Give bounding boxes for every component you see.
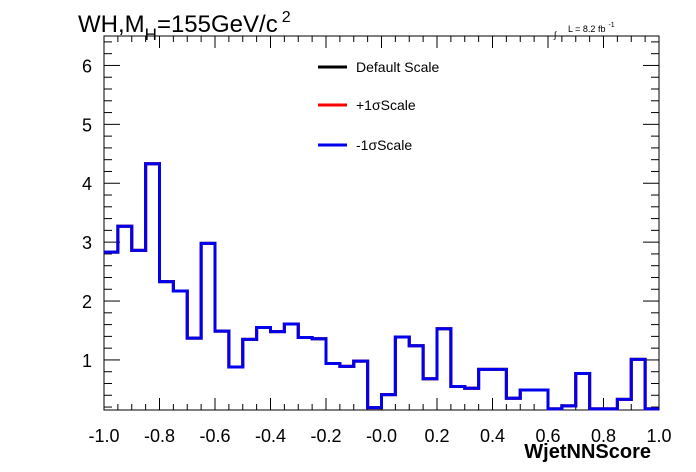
series-layer [104, 162, 659, 411]
lumi-label: L = 8.2 fb -1 [568, 22, 615, 34]
y-tick-label: 6 [82, 56, 92, 76]
x-tick-label: 0.2 [424, 426, 449, 446]
y-tick-label: 3 [82, 233, 92, 253]
y-tick-label: 1 [82, 351, 92, 371]
y-tick-label: 4 [82, 174, 92, 194]
series-line-2 [104, 162, 659, 411]
chart-title: WH,MH=155GeV/c 2 [78, 9, 291, 44]
x-tick-label: 0.8 [591, 426, 616, 446]
x-tick-label: -0.6 [199, 426, 230, 446]
x-tick-label: -0.2 [310, 426, 341, 446]
x-tick-label: -0.0 [366, 426, 397, 446]
x-axis: -1.0 -0.8 -0.6 -0.4 -0.2 -0.0 0.2 0.4 0.6 0.8 1.0 [88, 36, 672, 446]
legend-label: Default Scale [356, 59, 439, 75]
x-tick-label: 1.0 [646, 426, 671, 446]
x-tick-label: -0.8 [144, 426, 175, 446]
x-tick-label: -1.0 [88, 426, 119, 446]
x-tick-label: -0.4 [255, 426, 286, 446]
legend: Default Scale +1σScale -1σScale [318, 59, 439, 153]
x-tick-label: 0.6 [535, 426, 560, 446]
y-tick-label: 2 [82, 292, 92, 312]
lumi-integral-sign: ∫ [553, 30, 558, 40]
x-axis-title: WjetNNScore [524, 441, 651, 463]
y-tick-label: 5 [82, 115, 92, 135]
legend-label: -1σScale [356, 137, 412, 153]
legend-label: +1σScale [356, 97, 416, 113]
x-tick-label: 0.4 [480, 426, 505, 446]
